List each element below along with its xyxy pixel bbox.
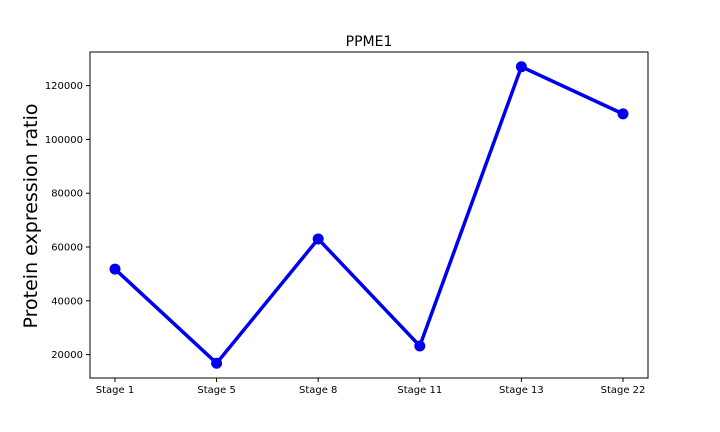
y-tick-label: 80000 — [51, 189, 83, 200]
plot-area — [89, 51, 649, 379]
data-point — [515, 61, 527, 73]
data-point — [211, 357, 223, 369]
y-tick-label: 40000 — [51, 296, 83, 307]
x-tick-label: Stage 1 — [96, 385, 134, 396]
chart-title: PPME1 — [346, 34, 393, 50]
x-tick-label: Stage 5 — [197, 385, 235, 396]
y-axis: 20000 40000 60000 80000 100000 120000 — [45, 81, 90, 361]
data-point — [312, 233, 324, 245]
data-point — [109, 263, 121, 275]
data-point — [414, 340, 426, 352]
y-tick-label: 20000 — [51, 350, 83, 361]
x-tick-label: Stage 11 — [397, 385, 442, 396]
x-tick-label: Stage 22 — [601, 385, 646, 396]
series-line — [113, 64, 624, 366]
x-axis: Stage 1 Stage 5 Stage 8 Stage 11 Stage 13 Sta… — [96, 378, 646, 396]
y-tick-label: 100000 — [45, 135, 83, 146]
data-point — [617, 108, 629, 120]
y-tick-label: 60000 — [51, 243, 83, 254]
y-axis-label: Protein expression ratio — [20, 104, 42, 329]
x-tick-label: Stage 13 — [499, 385, 544, 396]
series-group — [109, 61, 629, 369]
x-tick-label: Stage 8 — [299, 385, 337, 396]
y-tick-label: 120000 — [45, 81, 83, 92]
